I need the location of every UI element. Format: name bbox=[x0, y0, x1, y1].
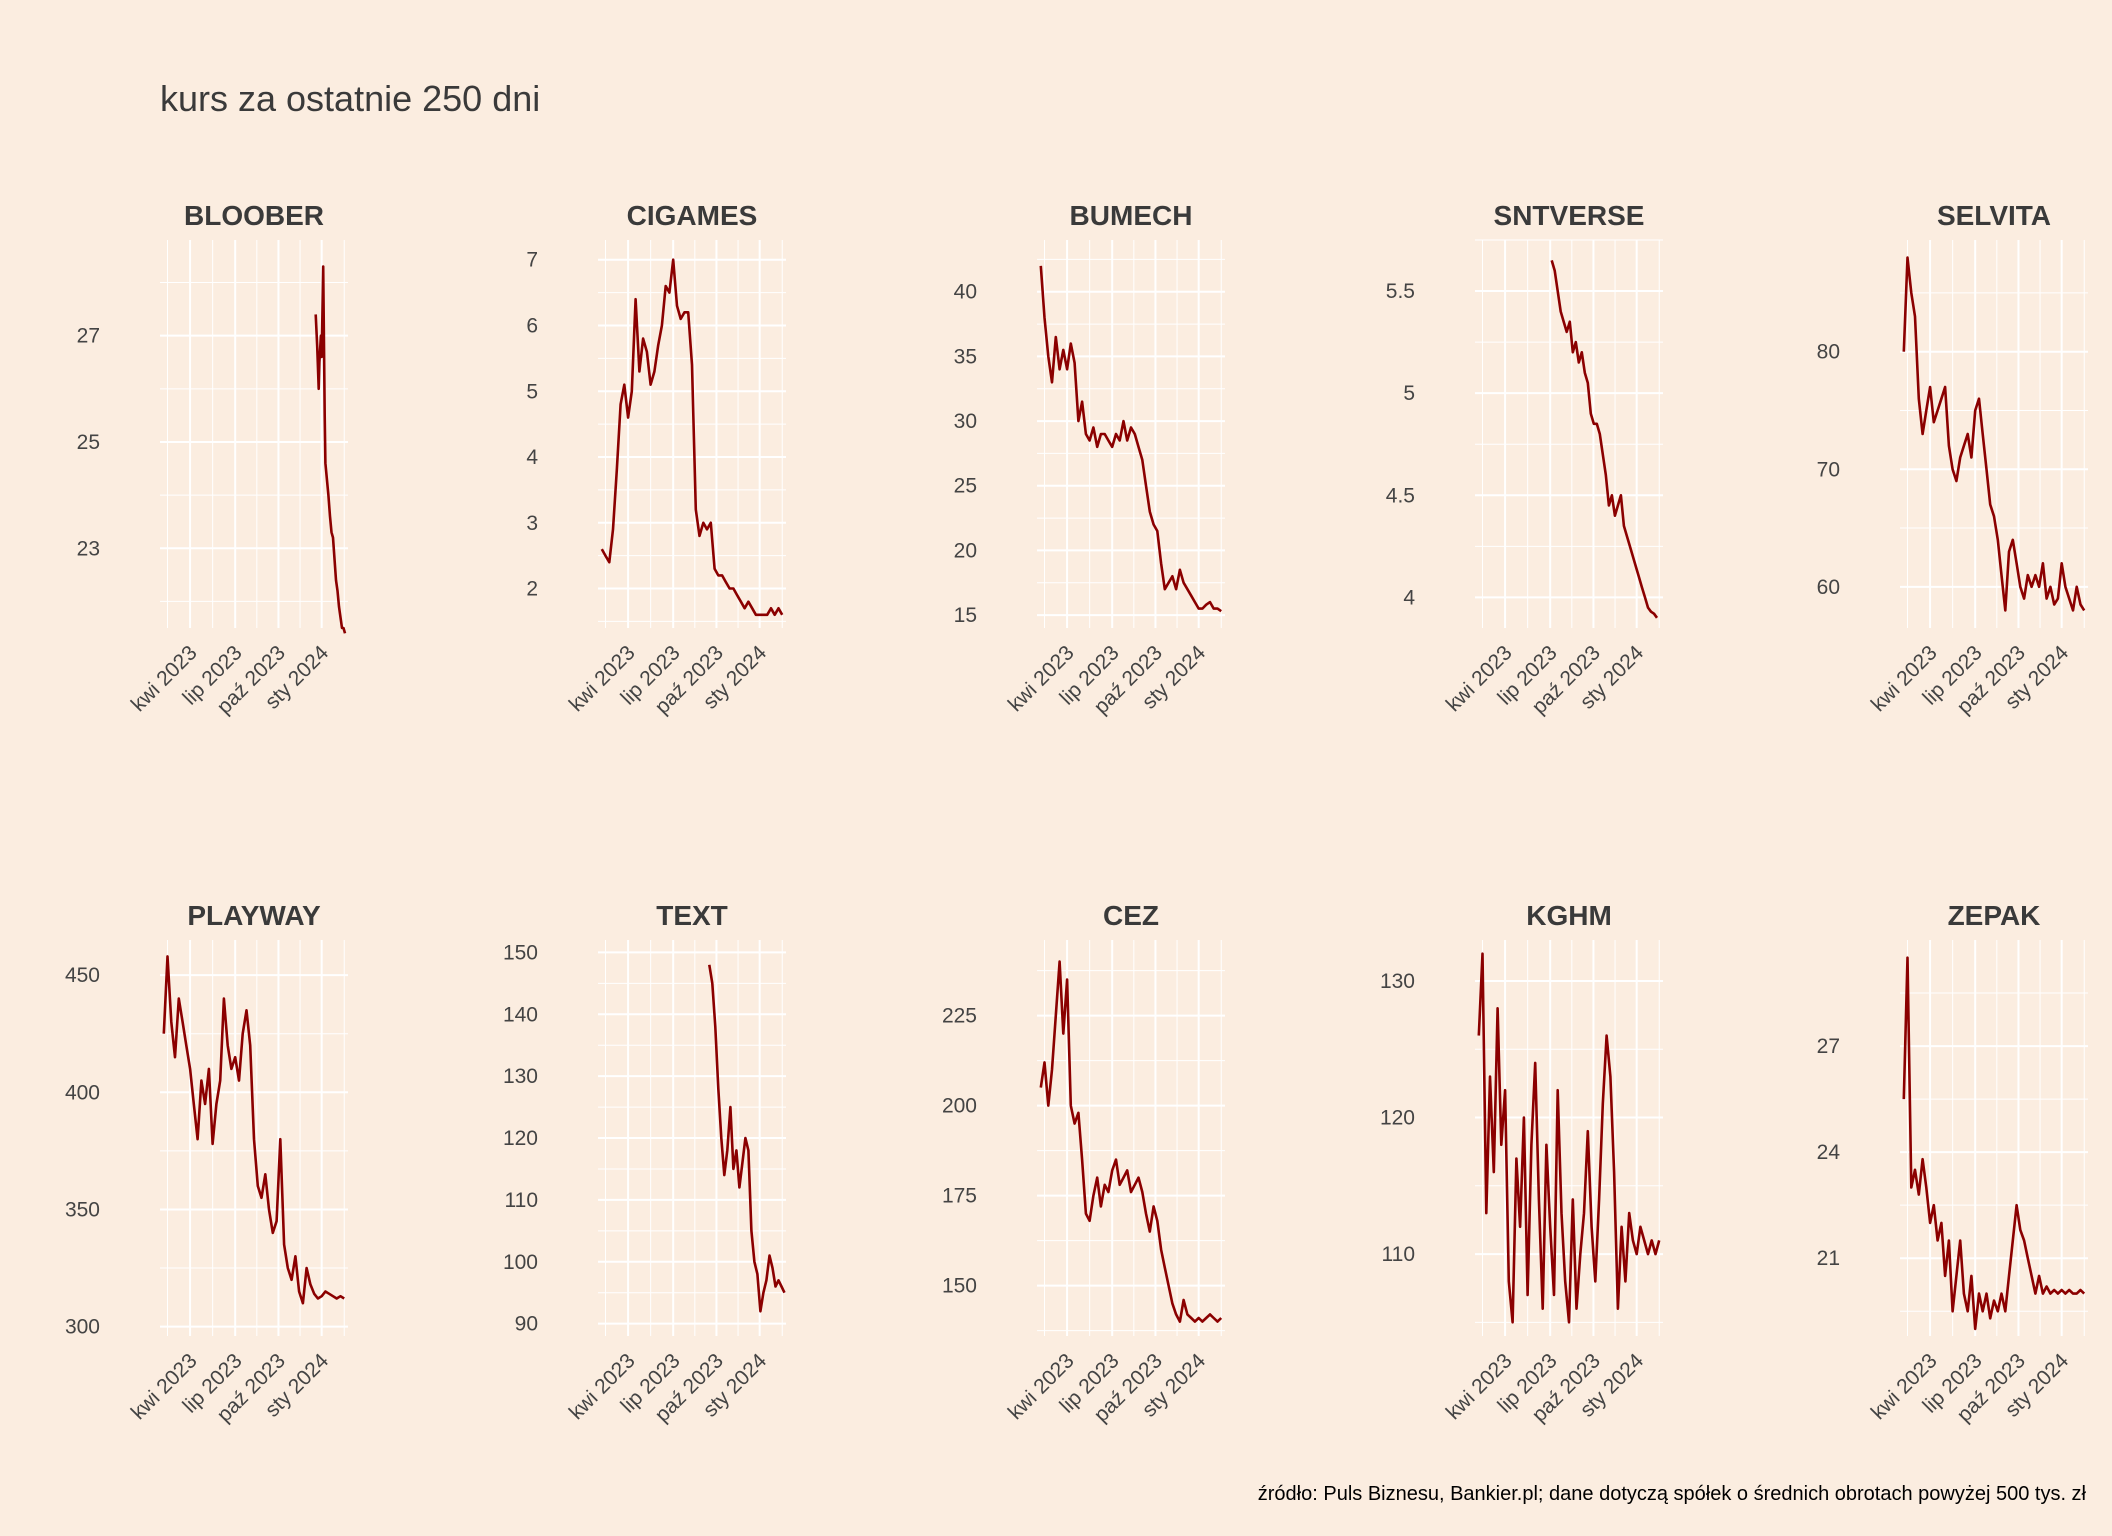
y-tick-label: 5 bbox=[526, 380, 538, 403]
panel-title: CIGAMES bbox=[627, 200, 758, 231]
y-tick-label: 70 bbox=[1817, 458, 1840, 481]
y-tick-label: 350 bbox=[65, 1198, 100, 1221]
y-tick-label: 40 bbox=[954, 281, 977, 304]
y-tick-label: 25 bbox=[77, 431, 100, 454]
panel-title: KGHM bbox=[1526, 900, 1612, 931]
y-tick-label: 30 bbox=[954, 410, 977, 433]
series-line-cez bbox=[1039, 960, 1223, 1323]
y-tick-label: 24 bbox=[1817, 1141, 1841, 1164]
y-tick-label: 100 bbox=[503, 1251, 538, 1274]
y-tick-label: 120 bbox=[1380, 1107, 1415, 1130]
y-tick-label: 7 bbox=[526, 249, 538, 272]
y-tick-label: 140 bbox=[503, 1003, 538, 1026]
y-tick-label: 110 bbox=[505, 1189, 538, 1212]
y-tick-label: 23 bbox=[77, 537, 100, 560]
y-tick-label: 300 bbox=[65, 1316, 100, 1339]
series-line-bloober bbox=[314, 265, 347, 634]
source-note: źródło: Puls Biznesu, Bankier.pl; dane d… bbox=[1257, 1483, 2086, 1505]
y-tick-label: 400 bbox=[65, 1081, 100, 1104]
series-line-playway bbox=[162, 955, 345, 1305]
y-tick-label: 27 bbox=[1817, 1035, 1840, 1058]
y-tick-label: 27 bbox=[77, 325, 100, 348]
y-tick-label: 6 bbox=[526, 314, 538, 337]
y-tick-label: 25 bbox=[954, 475, 977, 498]
series-line-kghm bbox=[1477, 952, 1661, 1324]
y-tick-label: 4 bbox=[1403, 586, 1415, 609]
y-tick-label: 5 bbox=[1403, 382, 1415, 405]
panel-title: CEZ bbox=[1103, 900, 1159, 931]
y-tick-label: 15 bbox=[954, 604, 977, 627]
y-tick-label: 21 bbox=[1817, 1247, 1840, 1270]
y-tick-label: 150 bbox=[503, 941, 538, 964]
y-tick-label: 80 bbox=[1817, 341, 1840, 364]
panel-title: TEXT bbox=[656, 900, 728, 931]
panel-title: SELVITA bbox=[1937, 200, 2051, 231]
panel-title: SNTVERSE bbox=[1494, 200, 1645, 231]
series-line-zepak bbox=[1902, 956, 2086, 1331]
series-line-sntverse bbox=[1550, 260, 1659, 619]
y-tick-label: 90 bbox=[515, 1313, 538, 1336]
series-line-selvita bbox=[1902, 256, 2086, 612]
panel-title: BLOOBER bbox=[184, 200, 324, 231]
y-tick-label: 20 bbox=[954, 539, 977, 562]
y-tick-label: 3 bbox=[526, 512, 538, 535]
y-tick-label: 5.5 bbox=[1386, 280, 1415, 303]
y-tick-label: 225 bbox=[942, 1005, 977, 1028]
panel-title: BUMECH bbox=[1070, 200, 1193, 231]
y-tick-label: 110 bbox=[1382, 1243, 1415, 1266]
y-tick-label: 175 bbox=[942, 1185, 977, 1208]
y-tick-label: 35 bbox=[954, 345, 977, 368]
y-tick-label: 450 bbox=[65, 964, 100, 987]
y-tick-label: 150 bbox=[942, 1275, 977, 1298]
page-title: kurs za ostatnie 250 dni bbox=[160, 78, 541, 119]
series-line-text bbox=[708, 964, 786, 1313]
y-tick-label: 60 bbox=[1817, 576, 1840, 599]
y-tick-label: 130 bbox=[503, 1065, 538, 1088]
y-tick-label: 200 bbox=[942, 1095, 977, 1118]
y-tick-label: 130 bbox=[1380, 970, 1415, 993]
y-tick-label: 4.5 bbox=[1386, 484, 1415, 507]
y-tick-label: 4 bbox=[526, 446, 538, 469]
y-tick-label: 2 bbox=[526, 578, 538, 601]
panel-title: PLAYWAY bbox=[187, 900, 321, 931]
series-line-bumech bbox=[1039, 265, 1222, 613]
series-line-cigames bbox=[600, 258, 784, 617]
panel-title: ZEPAK bbox=[1948, 900, 2041, 931]
y-tick-label: 120 bbox=[503, 1127, 538, 1150]
